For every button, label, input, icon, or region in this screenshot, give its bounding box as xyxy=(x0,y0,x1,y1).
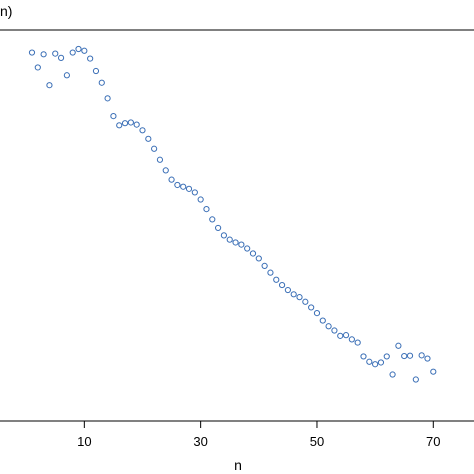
data-point xyxy=(238,241,245,248)
x-tick-label: 70 xyxy=(426,434,440,449)
data-point xyxy=(174,181,181,189)
data-point xyxy=(34,64,41,71)
data-point xyxy=(308,304,315,311)
data-point xyxy=(151,145,158,152)
data-point xyxy=(110,112,117,120)
data-point xyxy=(92,67,100,75)
data-point xyxy=(255,255,262,262)
data-point xyxy=(389,371,396,378)
x-tick-label: 30 xyxy=(193,434,207,449)
data-point xyxy=(412,376,419,383)
data-point xyxy=(337,332,344,339)
data-point xyxy=(127,119,134,126)
data-point xyxy=(249,250,257,257)
data-point xyxy=(121,120,129,127)
data-point xyxy=(145,135,152,142)
data-point xyxy=(342,332,350,339)
data-point xyxy=(226,236,233,243)
data-point xyxy=(395,342,402,349)
x-axis-ticks: 10 30 50 70 xyxy=(77,421,441,449)
data-point xyxy=(52,50,59,57)
data-point xyxy=(273,276,280,283)
data-point xyxy=(28,49,36,56)
data-point xyxy=(214,224,222,232)
data-point xyxy=(430,368,437,375)
data-point xyxy=(383,353,390,360)
data-point xyxy=(46,82,53,89)
data-point xyxy=(185,185,193,192)
data-point xyxy=(424,355,431,362)
data-point xyxy=(87,55,94,62)
data-point xyxy=(104,95,111,102)
data-point xyxy=(63,72,70,79)
data-point xyxy=(116,122,123,129)
data-point xyxy=(302,298,309,305)
data-point xyxy=(319,317,326,324)
data-point xyxy=(377,359,385,366)
data-point xyxy=(360,353,367,360)
data-point xyxy=(325,323,332,330)
data-point xyxy=(406,352,414,359)
data-point xyxy=(290,291,297,298)
x-tick-label: 50 xyxy=(310,434,324,449)
x-tick-label: 10 xyxy=(77,434,91,449)
data-point xyxy=(133,121,140,128)
data-point xyxy=(139,127,146,134)
data-point xyxy=(372,361,379,368)
data-point xyxy=(354,339,361,346)
data-point xyxy=(267,269,274,276)
data-point xyxy=(366,358,373,365)
data-point xyxy=(278,281,286,289)
data-point xyxy=(284,286,291,294)
data-point xyxy=(331,327,338,334)
data-point xyxy=(244,245,251,252)
data-point xyxy=(156,156,164,163)
data-point xyxy=(197,196,204,203)
data-point xyxy=(69,49,76,56)
data-point xyxy=(40,51,47,58)
x-axis-title: n xyxy=(234,457,242,473)
chart-title: n) xyxy=(0,3,12,19)
data-point xyxy=(261,262,268,270)
data-points xyxy=(28,45,437,383)
data-point xyxy=(232,239,239,246)
data-point xyxy=(209,216,216,223)
data-point xyxy=(162,167,169,174)
data-point xyxy=(313,310,321,317)
data-point xyxy=(168,176,175,183)
data-point xyxy=(401,352,408,360)
data-point xyxy=(98,79,105,86)
data-point xyxy=(191,189,198,196)
data-point xyxy=(203,206,210,213)
data-point xyxy=(348,336,355,343)
data-point xyxy=(57,54,65,61)
data-point xyxy=(220,232,228,239)
data-point xyxy=(75,45,82,53)
data-point xyxy=(180,183,187,190)
data-point xyxy=(81,47,88,54)
data-point xyxy=(418,352,425,359)
data-point xyxy=(296,294,303,301)
